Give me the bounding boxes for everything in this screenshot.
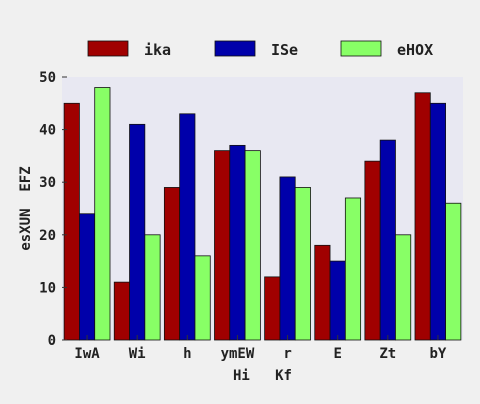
y-tick-label: 50: [39, 70, 56, 86]
x-tick-label: r: [283, 346, 291, 362]
bar-eHOX-bY: [445, 202, 462, 341]
legend-label-ISe: ISe: [271, 41, 298, 59]
bar-ISe-Zt: [379, 139, 396, 341]
bar-ika-bY: [414, 92, 431, 341]
x-tick-label: Wi: [129, 346, 146, 362]
legend-swatch-ika: [87, 40, 129, 57]
x-tick-label: IwA: [74, 346, 100, 362]
bar-ika-ymEW: [214, 150, 231, 341]
bar-ISe-E: [329, 260, 346, 341]
bar-ISe-h: [179, 113, 196, 341]
bar-ISe-Wi: [129, 123, 146, 341]
legend-label-ika: ika: [144, 41, 171, 59]
legend-swatch-ISe: [214, 40, 256, 57]
y-tick-label: 0: [48, 333, 56, 349]
x-axis-ticks: IwA Wi h ymEW r E Zt bY: [74, 335, 447, 362]
y-tick-label: 30: [39, 175, 56, 191]
legend: ika ISe eHOX: [87, 40, 433, 59]
bar-eHOX-Wi: [144, 234, 161, 341]
legend-swatch-eHOX: [340, 40, 382, 57]
bar-eHOX-r: [294, 187, 311, 341]
bar-eHOX-E: [344, 197, 362, 341]
x-tick-label: h: [183, 346, 191, 362]
bar-ika-Zt: [364, 160, 381, 341]
x-tick-label: E: [333, 346, 341, 362]
bar-ika-IwA: [63, 102, 80, 341]
x-axis-label: Hi Kf: [233, 368, 292, 384]
y-axis-ticks: 0 10 20 30 40 50: [39, 70, 67, 349]
y-tick-label: 10: [39, 280, 56, 296]
bar-ISe-ymEW: [229, 144, 246, 341]
bar-ika-r: [264, 276, 281, 341]
y-axis-label: esXUN EFZ: [18, 166, 34, 250]
bar-eHOX-Zt: [395, 234, 412, 341]
y-tick-label: 20: [39, 228, 56, 244]
bar-ISe-bY: [429, 102, 446, 341]
x-tick-label: bY: [430, 346, 447, 362]
bars: [63, 87, 462, 341]
y-tick-label: 40: [39, 123, 56, 139]
bar-ISe-IwA: [79, 213, 96, 341]
bar-ika-h: [163, 187, 181, 341]
x-tick-label: Zt: [379, 346, 396, 362]
x-tick-label: ymEW: [221, 346, 255, 362]
bar-eHOX-IwA: [94, 87, 111, 341]
bar-ISe-r: [279, 176, 296, 341]
bar-ika-Wi: [113, 281, 130, 341]
legend-label-eHOX: eHOX: [397, 41, 433, 59]
bar-ika-E: [314, 244, 331, 341]
bar-eHOX-ymEW: [244, 150, 261, 341]
bar-eHOX-h: [194, 255, 211, 341]
